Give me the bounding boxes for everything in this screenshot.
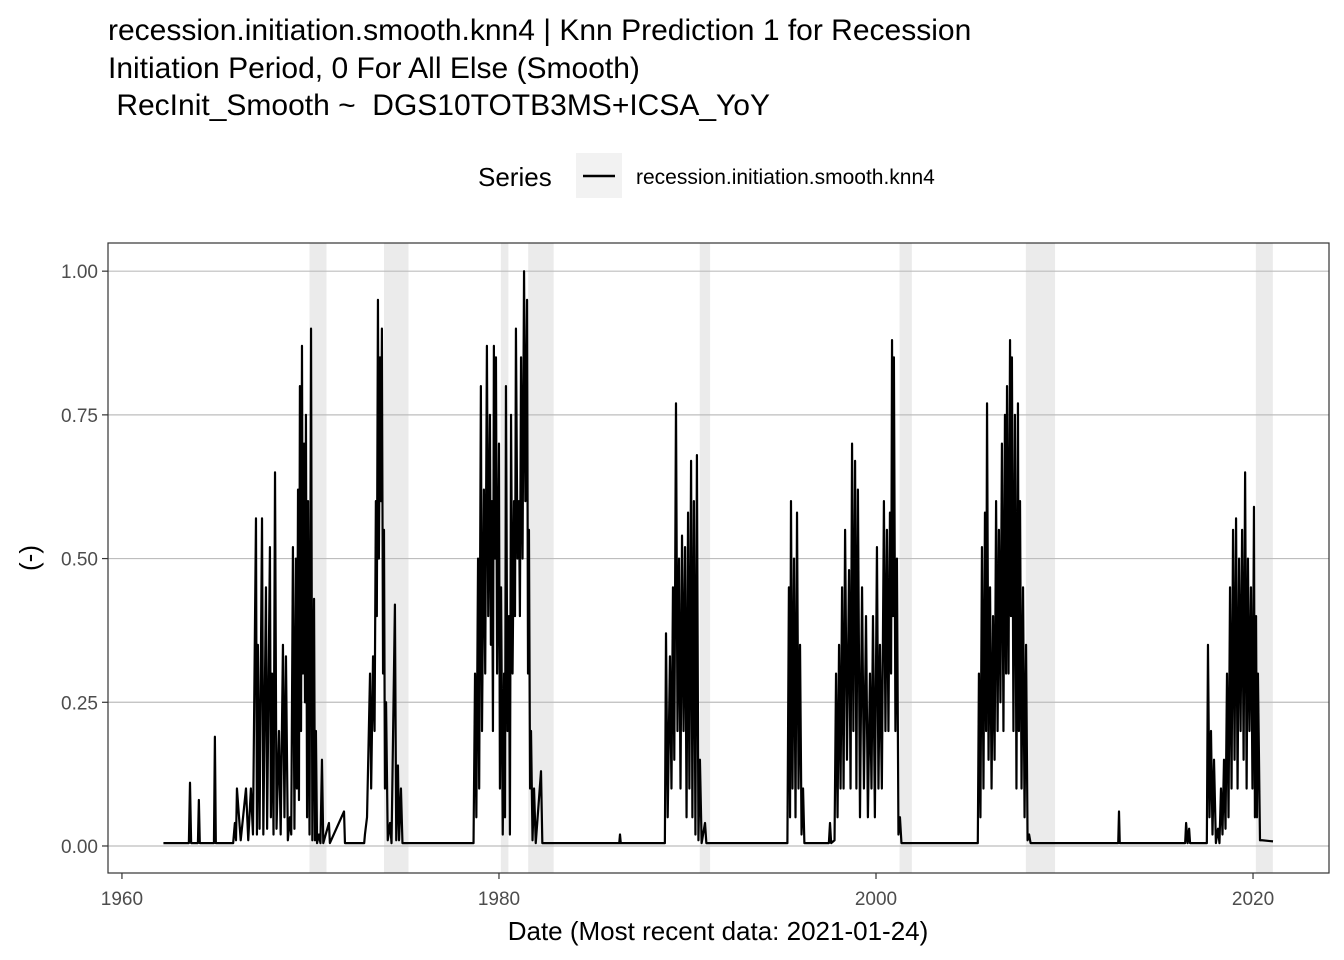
chart-title: Initiation Period, 0 For All Else (Smoot… xyxy=(108,52,640,85)
y-tick-label: 0.00 xyxy=(61,837,98,858)
x-tick-label: 1960 xyxy=(101,889,143,910)
x-tick-label: 2000 xyxy=(855,889,897,910)
x-tick-label: 2020 xyxy=(1232,889,1274,910)
y-tick-label: 0.50 xyxy=(61,550,98,571)
x-tick-label: 1980 xyxy=(478,889,520,910)
series-line xyxy=(163,270,1274,845)
y-tick-label: 0.75 xyxy=(61,406,98,427)
y-tick-label: 1.00 xyxy=(61,262,98,283)
y-axis-label: (-) xyxy=(14,545,44,571)
x-axis-label: Date (Most recent data: 2021-01-24) xyxy=(508,916,929,946)
legend-label: recession.initiation.smooth.knn4 xyxy=(636,166,935,189)
legend-title: Series xyxy=(478,162,552,192)
y-tick-label: 0.25 xyxy=(61,693,98,714)
chart-title: recession.initiation.smooth.knn4 | Knn P… xyxy=(108,14,971,47)
lines xyxy=(163,270,1274,845)
axes: 0.00 0.25 0.50 0.75 1.00 1960 1980 2000 2020 xyxy=(61,262,1274,910)
chart-title: RecInit_Smooth ~ DGS10TOTB3MS+ICSA_YoY xyxy=(108,89,770,122)
